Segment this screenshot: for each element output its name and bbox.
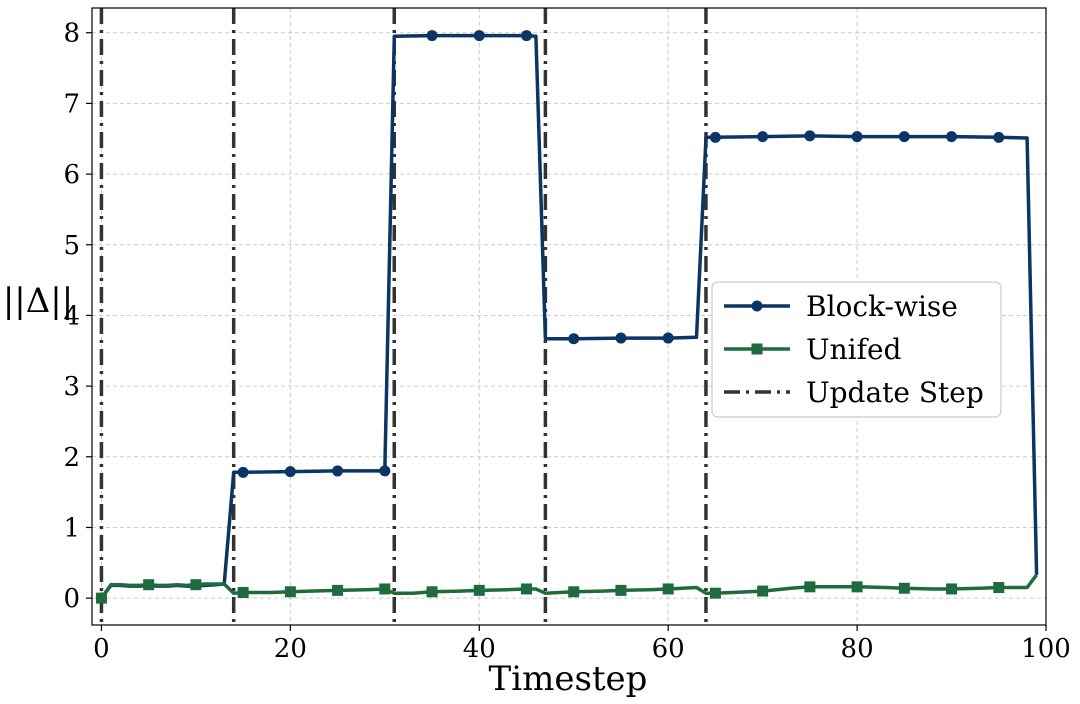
x-tick-label: 80 xyxy=(841,634,874,664)
legend-update-step-label: Update Step xyxy=(806,376,984,409)
legend-unifed-label: Unifed xyxy=(806,333,902,366)
unifed-marker xyxy=(520,583,532,595)
unifed-marker xyxy=(473,584,485,596)
legend: Block-wise Unifed Update Step xyxy=(711,281,1002,418)
x-tick-label: 0 xyxy=(93,634,110,664)
unifed-marker xyxy=(757,585,769,597)
unifed-marker xyxy=(709,587,721,599)
unifed-marker xyxy=(851,581,863,593)
y-tick-label: 4 xyxy=(63,301,80,331)
unifed-marker xyxy=(993,582,1005,594)
y-tick-label: 7 xyxy=(63,89,80,119)
y-axis-label: ||Δ|| xyxy=(3,281,73,321)
block-wise-marker xyxy=(709,131,721,143)
block-wise-marker xyxy=(946,131,958,143)
unifed-line xyxy=(99,573,1039,600)
y-tick-label: 2 xyxy=(63,443,80,473)
update-step-lines xyxy=(99,8,708,625)
unifed-marker xyxy=(662,583,674,595)
plot-frame xyxy=(91,7,1047,626)
block-wise-marker xyxy=(284,466,296,478)
x-tick-label: 40 xyxy=(463,634,496,664)
legend-box xyxy=(711,281,1002,418)
y-tick-label: 5 xyxy=(63,231,80,261)
unifed-marker xyxy=(426,586,438,598)
block-wise-marker xyxy=(898,131,910,143)
block-wise-marker xyxy=(662,332,674,344)
block-wise-marker xyxy=(520,30,532,42)
unifed-marker xyxy=(804,581,816,593)
block-wise-marker xyxy=(379,465,391,477)
y-tick-label: 0 xyxy=(63,584,80,614)
series-markers xyxy=(95,30,1005,604)
unifed-marker xyxy=(946,583,958,595)
block-wise-marker xyxy=(332,465,344,477)
unifed-marker xyxy=(284,586,296,598)
unifed-marker xyxy=(379,583,391,595)
legend-block-wise-marker xyxy=(751,300,763,312)
unifed-marker xyxy=(95,592,107,604)
y-tick-label: 6 xyxy=(63,160,80,190)
block-wise-marker xyxy=(757,131,769,143)
x-tick-label: 60 xyxy=(652,634,685,664)
unifed-marker xyxy=(898,582,910,594)
unifed-marker xyxy=(190,579,202,591)
x-ticks: 0 20 40 60 80 100 xyxy=(93,625,1071,664)
block-wise-marker xyxy=(568,333,580,345)
unifed-marker xyxy=(237,586,249,598)
x-tick-label: 100 xyxy=(1021,634,1071,664)
unifed-marker xyxy=(615,584,627,596)
block-wise-marker xyxy=(851,131,863,143)
unifed-marker xyxy=(332,584,344,596)
grid-lines xyxy=(92,8,1047,625)
legend-block-wise-label: Block-wise xyxy=(806,290,958,323)
y-tick-label: 8 xyxy=(63,19,80,49)
y-tick-label: 3 xyxy=(63,372,80,402)
block-wise-marker xyxy=(804,130,816,142)
y-tick-label: 1 xyxy=(63,513,80,543)
unifed-marker xyxy=(143,579,155,591)
block-wise-marker xyxy=(237,466,249,478)
x-axis-label: Timestep xyxy=(489,659,648,699)
series-lines xyxy=(99,33,1039,600)
y-ticks: 0 1 2 3 4 5 6 7 8 xyxy=(63,19,92,614)
block-wise-marker xyxy=(993,131,1005,143)
x-tick-label: 20 xyxy=(274,634,307,664)
legend-unifed-marker xyxy=(751,343,763,355)
block-wise-marker xyxy=(615,332,627,344)
block-wise-marker xyxy=(473,30,485,42)
unifed-marker xyxy=(568,586,580,598)
block-wise-marker xyxy=(426,30,438,42)
